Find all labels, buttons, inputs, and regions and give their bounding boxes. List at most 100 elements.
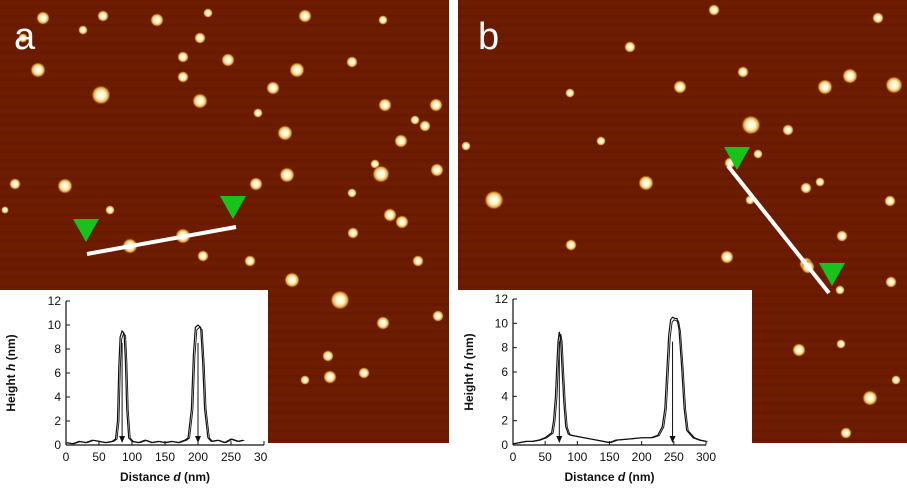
profile-chart-a: 0 50 100 150 200 250 300 0 2 4 6 8 10 12 Distance d (n…	[4, 294, 268, 484]
peak-marker-arrow	[119, 436, 126, 443]
x-tick-label: 250	[221, 450, 241, 464]
particle	[862, 390, 878, 406]
y-tick-label: 10	[495, 316, 509, 330]
particle	[30, 62, 46, 78]
afm-scan-a	[0, 0, 449, 443]
particle	[298, 9, 312, 23]
particle	[792, 343, 806, 357]
particle	[383, 208, 397, 222]
profile-line	[86, 225, 237, 256]
x-tick-label: 100	[567, 450, 587, 464]
particle	[885, 276, 897, 288]
particle	[277, 125, 293, 141]
particle	[782, 124, 794, 136]
scan-line-texture	[458, 132, 907, 135]
particle	[412, 255, 424, 267]
particle	[244, 255, 256, 267]
scan-line-texture	[458, 168, 907, 171]
x-tick-label: 150	[599, 450, 619, 464]
particle	[596, 136, 606, 146]
x-tick-label: 200	[188, 450, 208, 464]
particle	[221, 53, 235, 67]
particle	[289, 62, 305, 78]
particle	[266, 81, 280, 95]
particle	[872, 12, 884, 24]
peak-marker-arrow	[556, 436, 563, 443]
particle	[203, 8, 213, 18]
y-tick-label: 2	[501, 414, 508, 428]
scan-line-texture	[0, 267, 449, 270]
particle	[753, 149, 763, 159]
particle	[36, 11, 50, 25]
scan-line-texture	[0, 231, 449, 234]
y-tick-label: 12	[495, 292, 509, 306]
particle	[57, 178, 73, 194]
scan-line-texture	[458, 78, 907, 81]
scan-line-texture	[0, 159, 449, 162]
particle	[484, 190, 504, 210]
x-tick-label: 0	[510, 450, 517, 464]
marker-triangle	[724, 147, 750, 170]
scan-line-texture	[0, 42, 449, 45]
scan-line-texture	[0, 33, 449, 36]
particle	[429, 98, 443, 112]
x-tick-label: 50	[92, 450, 106, 464]
particle	[177, 51, 189, 63]
particle	[9, 178, 21, 190]
marker-triangle	[220, 196, 246, 219]
particle	[284, 272, 300, 288]
scan-line-texture	[458, 267, 907, 270]
scan-line-texture	[0, 276, 449, 279]
y-tick-label: 8	[54, 342, 61, 356]
scan-line-texture	[458, 123, 907, 126]
afm-image-a: a	[0, 0, 449, 443]
particle	[376, 316, 390, 330]
particle	[891, 375, 901, 385]
particle	[800, 182, 812, 194]
scan-line-texture	[0, 15, 449, 18]
scan-line-texture	[458, 6, 907, 9]
y-axis-label: Height h (nm)	[462, 333, 476, 410]
peak-marker-arrow	[195, 436, 201, 443]
particle	[253, 108, 263, 118]
height-profile-b: 0 50 100 150 200 250 300 0 2 4 6 8 10 12 Distance d (n…	[458, 290, 752, 494]
particle	[430, 163, 444, 177]
y-axis-label: Height h (nm)	[4, 334, 18, 411]
particle	[78, 25, 88, 35]
particle	[1, 206, 9, 214]
scan-line-texture	[458, 42, 907, 45]
scan-line-texture	[0, 177, 449, 180]
x-tick-label: 200	[632, 450, 652, 464]
particle	[638, 175, 654, 191]
scan-line-texture	[458, 240, 907, 243]
particle	[177, 71, 189, 83]
particle	[323, 370, 337, 384]
particle	[91, 85, 111, 105]
particle	[836, 230, 848, 242]
particle	[624, 41, 636, 53]
height-profile-a: 0 50 100 150 200 250 300 0 2 4 6 8 10 12 Distance d (n…	[0, 290, 268, 494]
particle	[461, 141, 471, 151]
panel-label-b: b	[478, 16, 500, 58]
scan-line-texture	[0, 87, 449, 90]
particle	[378, 15, 388, 25]
particle	[836, 339, 846, 349]
scan-line-texture	[458, 177, 907, 180]
y-tick-label: 4	[54, 390, 61, 404]
scan-line-texture	[458, 96, 907, 99]
particle	[300, 375, 310, 385]
scan-line-texture	[458, 186, 907, 189]
scan-line-texture	[0, 150, 449, 153]
profile-series-line-trace	[67, 326, 245, 445]
particle	[817, 79, 833, 95]
x-tick-label: 300	[254, 450, 268, 464]
particle	[565, 88, 575, 98]
scan-line-texture	[0, 222, 449, 225]
y-tick-label: 10	[48, 318, 62, 332]
scan-line-texture	[0, 141, 449, 144]
particle	[347, 227, 359, 239]
y-tick-label: 0	[54, 438, 61, 452]
particle	[279, 167, 295, 183]
scan-line-texture	[0, 213, 449, 216]
scan-line-texture	[458, 51, 907, 54]
